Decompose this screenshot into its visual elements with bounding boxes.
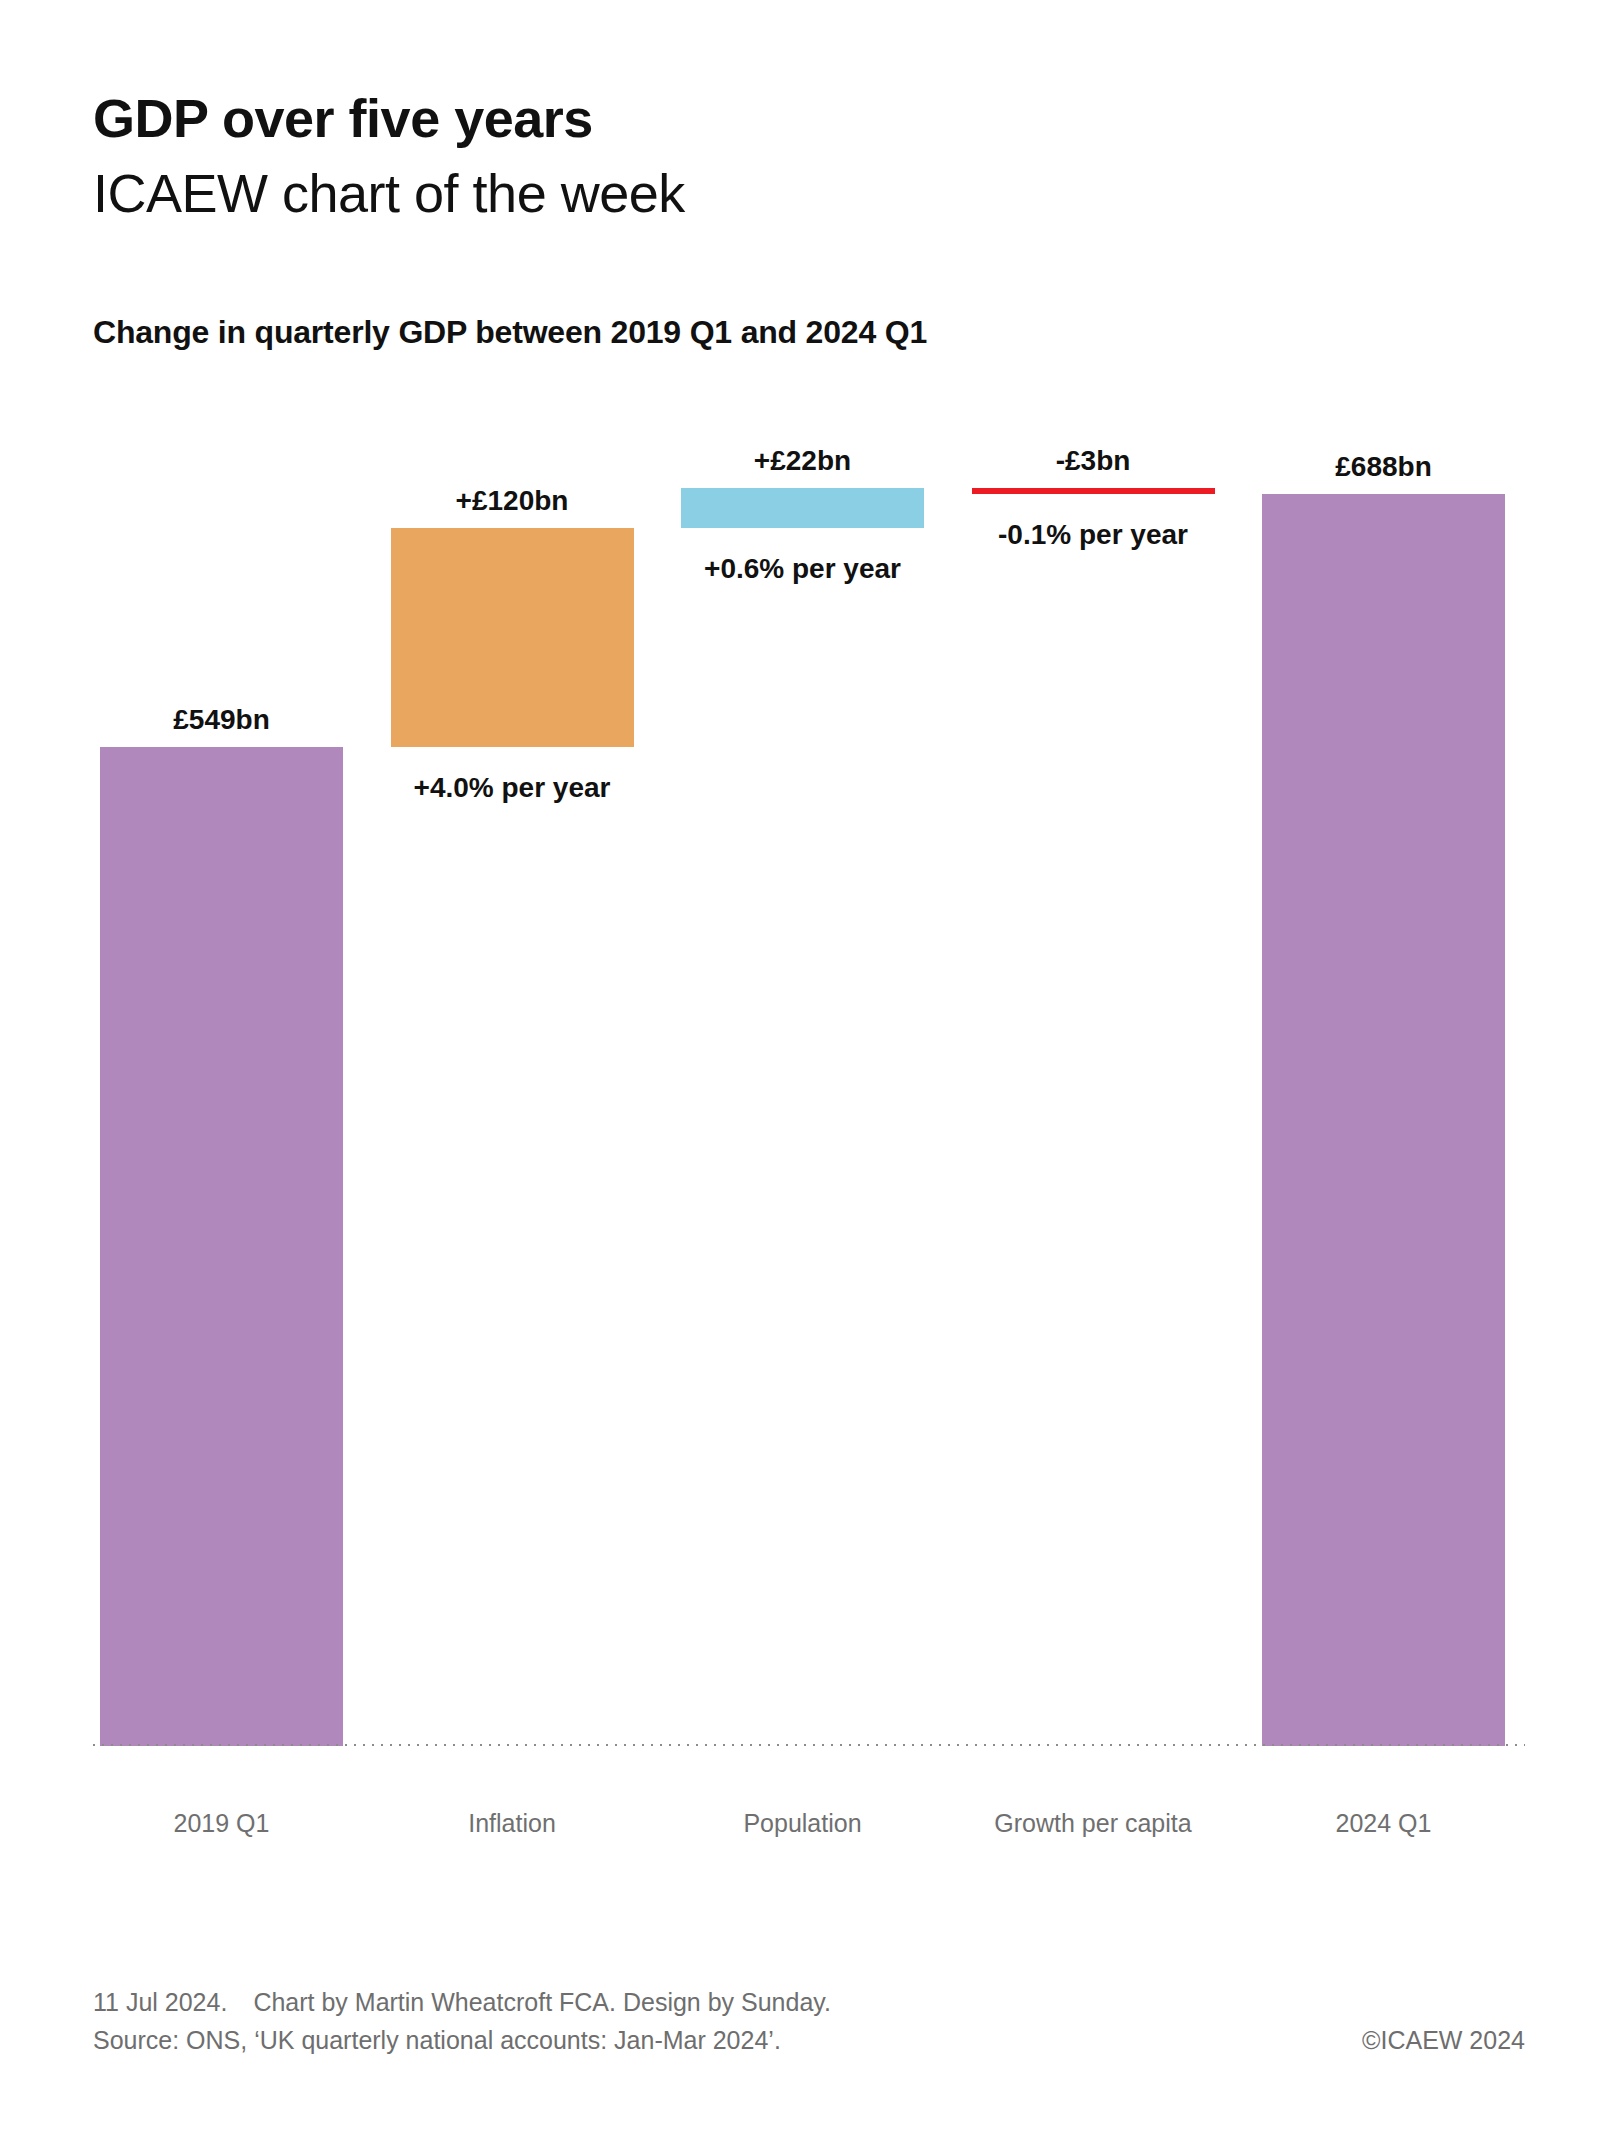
waterfall-segment-bar: [391, 528, 634, 746]
bar-rate-label: +4.0% per year: [351, 771, 674, 805]
category-axis-label: Inflation: [351, 1806, 674, 1840]
bar-value-label: +£22bn: [681, 444, 924, 478]
waterfall-segment-bar: [1262, 494, 1505, 1746]
bar-value-label: +£120bn: [391, 484, 634, 518]
footer-copyright: ©ICAEW 2024: [1362, 2024, 1525, 2056]
waterfall-chart: £549bn 2019 Q1 +£120bn +4.0% per year Inflat…: [0, 0, 1600, 2133]
footer-credit-line: 11 Jul 2024. Chart by Martin Wheatcroft F…: [93, 1986, 831, 2018]
page: GDP over five years ICAEW chart of the w…: [0, 0, 1600, 2133]
bar-value-label: £688bn: [1262, 450, 1505, 484]
footer-source: Source: ONS, ‘UK quarterly national acco…: [93, 2024, 781, 2056]
bar-value-label: £549bn: [100, 703, 343, 737]
category-axis-label: Growth per capita: [932, 1806, 1255, 1840]
waterfall-segment-bar: [681, 488, 924, 528]
category-axis-label: 2024 Q1: [1222, 1806, 1545, 1840]
footer-date: 11 Jul 2024.: [93, 1988, 227, 2016]
bar-rate-label: +0.6% per year: [641, 552, 964, 586]
bar-rate-label: -0.1% per year: [932, 518, 1255, 552]
category-axis-label: Population: [641, 1806, 964, 1840]
chart-baseline-axis: [93, 1744, 1525, 1746]
footer-credit: Chart by Martin Wheatcroft FCA. Design b…: [253, 1988, 831, 2016]
bar-value-label: -£3bn: [972, 444, 1215, 478]
category-axis-label: 2019 Q1: [60, 1806, 383, 1840]
waterfall-segment-line: [972, 488, 1215, 494]
waterfall-segment-bar: [100, 747, 343, 1746]
